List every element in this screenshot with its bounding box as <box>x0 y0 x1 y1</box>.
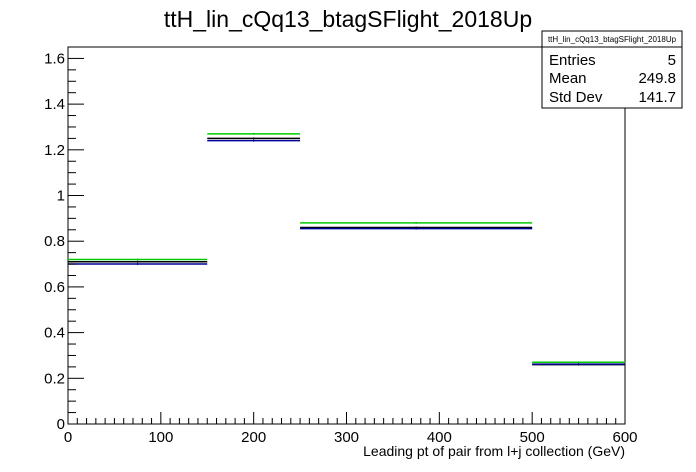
histogram-bins <box>68 132 625 366</box>
y-tick-label: 0.8 <box>44 233 65 250</box>
stats-entries-value: 5 <box>668 52 676 69</box>
stats-mean-label: Mean <box>549 70 587 87</box>
x-axis-title: Leading pt of pair from l+j collection (… <box>363 443 625 459</box>
y-axis: 0 0.2 0.4 0.6 0.8 1 1.2 1.4 1.6 <box>44 46 84 433</box>
y-tick-label: 0 <box>57 416 65 433</box>
x-tick-label: 300 <box>334 429 359 446</box>
stats-mean-value: 249.8 <box>638 70 676 87</box>
y-tick-label: 1.6 <box>44 50 65 67</box>
x-tick-label: 100 <box>148 429 173 446</box>
y-tick-label: 0.2 <box>44 370 65 387</box>
y-tick-label: 0.4 <box>44 325 65 342</box>
y-tick-label: 1 <box>57 188 65 205</box>
x-axis: 0 100 200 300 400 500 600 <box>64 412 638 446</box>
x-tick-label: 500 <box>520 429 545 446</box>
stats-stddev-label: Std Dev <box>549 89 603 106</box>
chart-title: ttH_lin_cQq13_btagSFlight_2018Up <box>164 6 532 32</box>
y-tick-label: 0.6 <box>44 279 65 296</box>
stats-title: ttH_lin_cQq13_btagSFlight_2018Up <box>548 35 677 44</box>
x-tick-label: 400 <box>427 429 452 446</box>
y-tick-label: 1.2 <box>44 142 65 159</box>
stats-entries-label: Entries <box>549 52 596 69</box>
x-tick-label: 600 <box>612 429 637 446</box>
plot-frame <box>67 46 626 425</box>
stats-stddev-value: 141.7 <box>638 89 676 106</box>
x-tick-label: 0 <box>64 429 72 446</box>
stats-box: ttH_lin_cQq13_btagSFlight_2018Up Entries… <box>541 30 683 109</box>
y-tick-label: 1.4 <box>44 96 65 113</box>
x-tick-label: 200 <box>241 429 266 446</box>
